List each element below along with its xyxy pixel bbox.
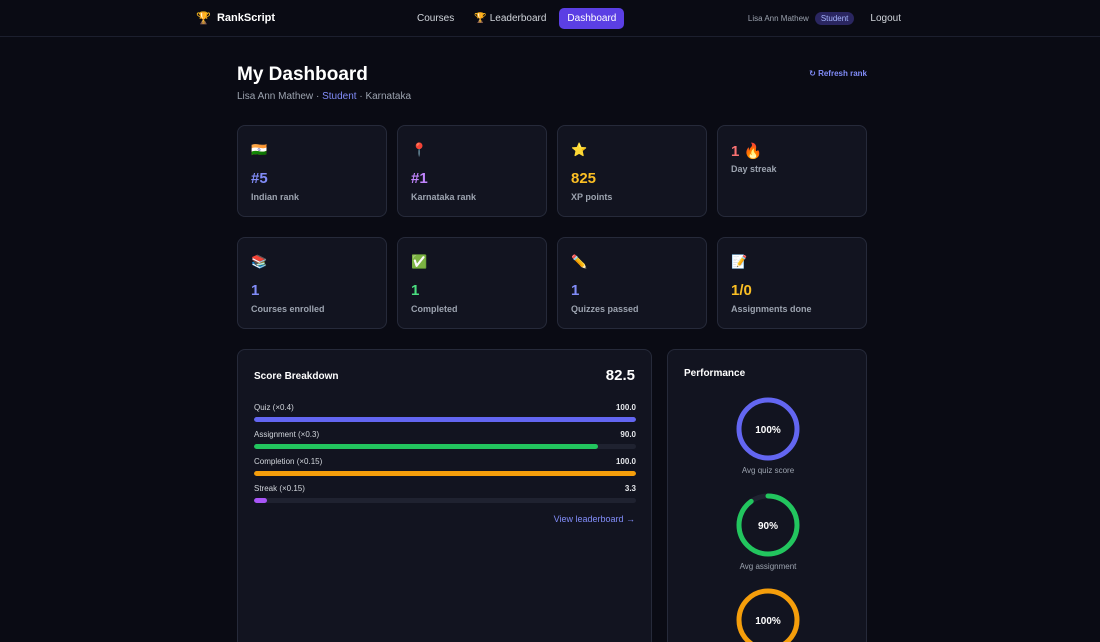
user-area: Lisa Ann Mathew Student Logout [748,12,901,25]
subtitle-state: Karnataka [365,91,412,102]
bar-value: 90.0 [620,430,636,439]
memo-icon: 📝 [731,254,748,269]
stat-value: 1/0 [731,282,752,299]
stat-value: 1 [251,282,260,299]
stat-label: Completed [411,304,458,314]
performance-panel: Performance 100% Avg quiz score 90% Avg … [667,349,867,642]
stat-value: 825 [571,170,597,187]
ring-arc [736,397,800,461]
books-icon: 📚 [251,254,268,269]
stat-value: 1 🔥 [731,142,762,160]
stat-label: Day streak [731,164,777,174]
nav-links: Courses 🏆 Leaderboard Dashboard [410,8,625,29]
pencil-icon: ✏️ [571,254,588,269]
role-badge: Student [814,12,855,25]
ring-arc [736,588,800,642]
ring-value: 100% [755,425,781,436]
stat-card-state-rank: 📍 #1 Karnataka rank [397,125,547,217]
ring-value: 90% [758,521,778,532]
nav-link-leaderboard-label: Leaderboard [489,13,547,24]
bar-label: Streak (×0.15) [254,484,305,493]
fire-icon: 🔥 [743,143,763,160]
score-breakdown-title: Score Breakdown [254,371,339,382]
subtitle-role: Student [322,91,357,102]
score-bar-assignment: Assignment (×0.3) 90.0 [254,430,636,449]
bar-fill [254,471,636,476]
ring-completion: 100% [708,587,828,642]
bar-fill [254,444,598,449]
performance-title: Performance [684,368,746,379]
stat-card-xp: ⭐ 825 XP points [557,125,707,217]
nav-link-courses[interactable]: Courses [417,13,455,24]
india-flag-icon: 🇮🇳 [251,142,268,157]
brand-logo[interactable]: 🏆 RankScript [196,11,275,25]
pin-icon: 📍 [411,142,428,157]
refresh-rank-button[interactable]: ↻ Refresh rank [809,69,867,78]
bar-value: 100.0 [615,403,636,412]
stat-value: #5 [251,170,268,187]
stat-card-courses-enrolled: 📚 1 Courses enrolled [237,237,387,329]
nav-link-leaderboard[interactable]: 🏆 Leaderboard [467,8,553,29]
stat-card-indian-rank: 🇮🇳 #5 Indian rank [237,125,387,217]
ring-value: 100% [755,616,781,627]
user-name: Lisa Ann Mathew [747,14,809,23]
stat-card-quizzes: ✏️ 1 Quizzes passed [557,237,707,329]
stat-card-assignments: 📝 1/0 Assignments done [717,237,867,329]
stat-label: Quizzes passed [571,304,639,314]
bar-label: Quiz (×0.4) [254,403,294,412]
user-subtitle: Lisa Ann Mathew · Student · Karnataka [237,91,412,102]
score-bar-completion: Completion (×0.15) 100.0 [254,457,636,476]
stat-value: 1 [411,282,420,299]
score-bar-quiz: Quiz (×0.4) 100.0 [254,403,636,422]
stat-label: Courses enrolled [251,304,325,314]
stat-label: Assignments done [731,304,812,314]
bar-value: 3.3 [624,484,636,493]
stat-value: #1 [411,170,428,187]
trophy-icon: 🏆 [474,13,487,24]
star-icon: ⭐ [571,142,588,157]
score-total: 82.5 [605,367,635,384]
trophy-icon: 🏆 [196,11,211,25]
stat-label: Indian rank [251,192,300,202]
stat-card-streak: 1 🔥 Day streak [717,125,867,217]
streak-number: 1 [731,143,740,160]
ring-label: Avg assignment [739,562,797,571]
ring-quiz: 100% Avg quiz score [708,396,828,475]
stat-label: Karnataka rank [411,192,477,202]
bar-label: Completion (×0.15) [254,457,323,466]
subtitle-name: Lisa Ann Mathew [237,91,314,102]
stat-label: XP points [571,192,613,202]
top-nav: 🏆 RankScript Courses 🏆 Leaderboard Dashb… [0,0,1100,37]
logout-link[interactable]: Logout [870,13,901,24]
nav-link-dashboard[interactable]: Dashboard [559,8,625,29]
ring-label: Avg quiz score [741,466,795,475]
page-title: My Dashboard [237,64,368,85]
score-breakdown-panel: Score Breakdown 82.5 Quiz (×0.4) 100.0 As… [237,349,652,642]
check-icon: ✅ [411,254,428,269]
bar-label: Assignment (×0.3) [254,430,320,439]
stat-card-completed: ✅ 1 Completed [397,237,547,329]
bar-fill [254,417,636,422]
brand-name: RankScript [216,12,276,24]
ring-arc [736,493,800,557]
bar-value: 100.0 [615,457,636,466]
bar-fill [254,498,267,503]
ring-assignment: 90% Avg assignment [708,492,828,571]
stat-value: 1 [571,282,580,299]
view-leaderboard-link[interactable]: View leaderboard → [553,514,635,524]
score-bar-streak: Streak (×0.15) 3.3 [254,484,636,503]
